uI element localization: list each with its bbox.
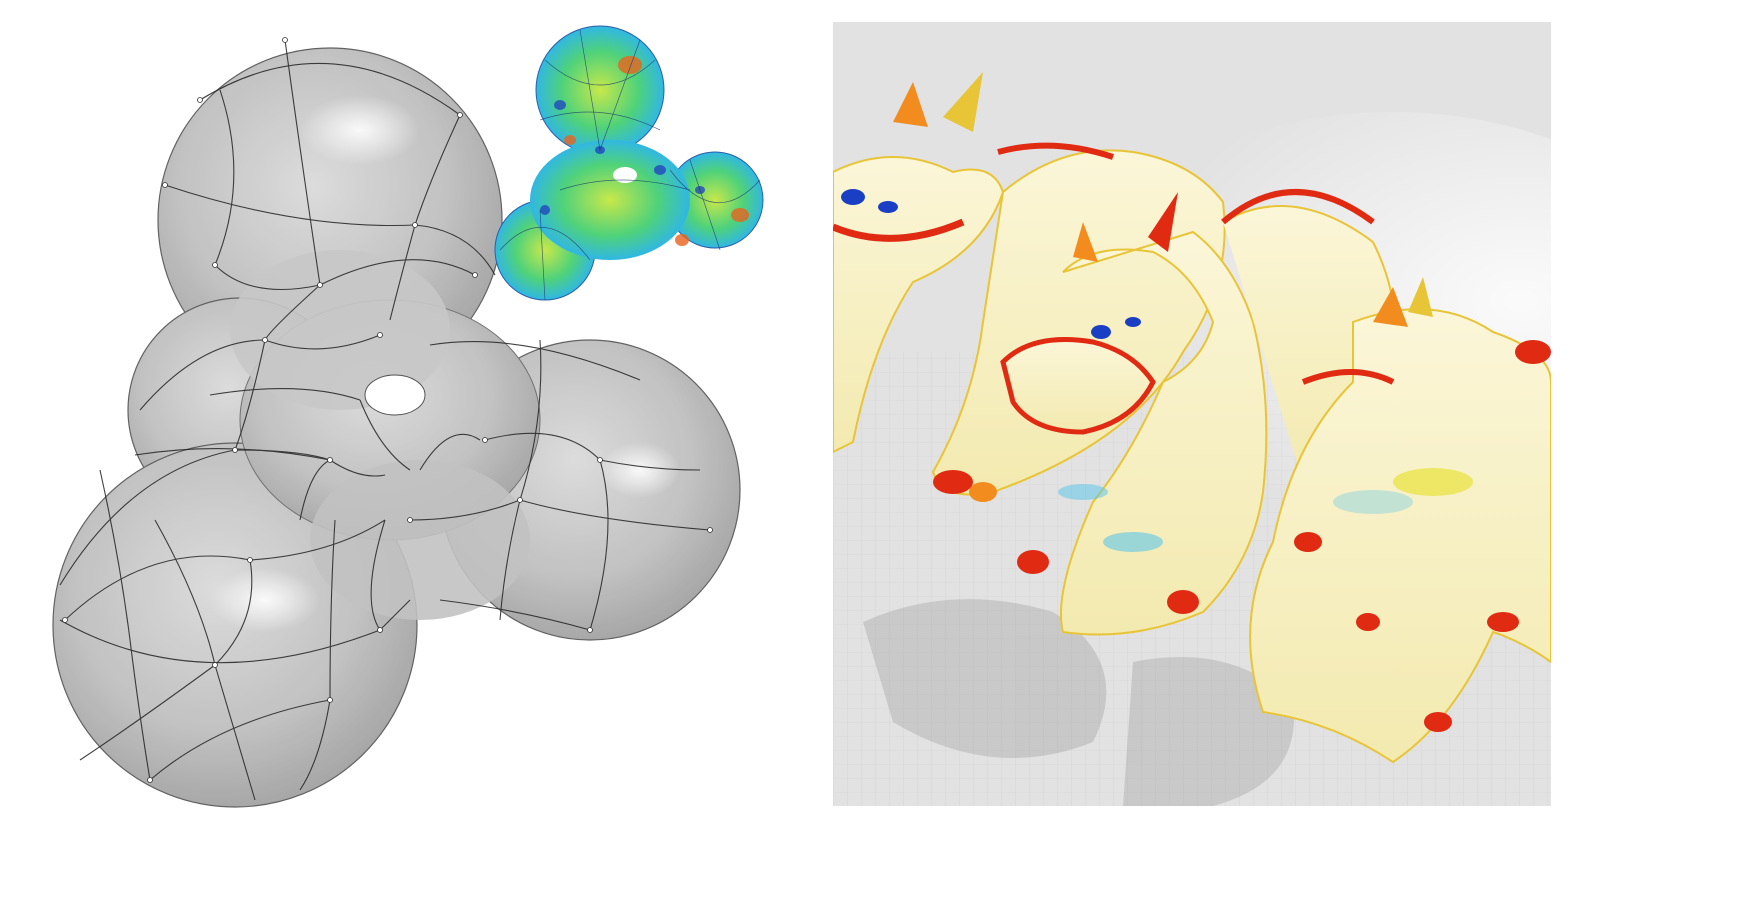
left-panel xyxy=(0,0,830,916)
dragon-front-right xyxy=(1249,277,1551,764)
dragon-shadows xyxy=(863,599,1294,806)
right-panel xyxy=(833,22,1551,806)
mesh-vertices xyxy=(62,37,713,783)
sphere-mesh-illustration xyxy=(52,25,764,808)
voxel-dragons-illustration xyxy=(833,22,1551,806)
heatmap-inset xyxy=(494,25,764,301)
